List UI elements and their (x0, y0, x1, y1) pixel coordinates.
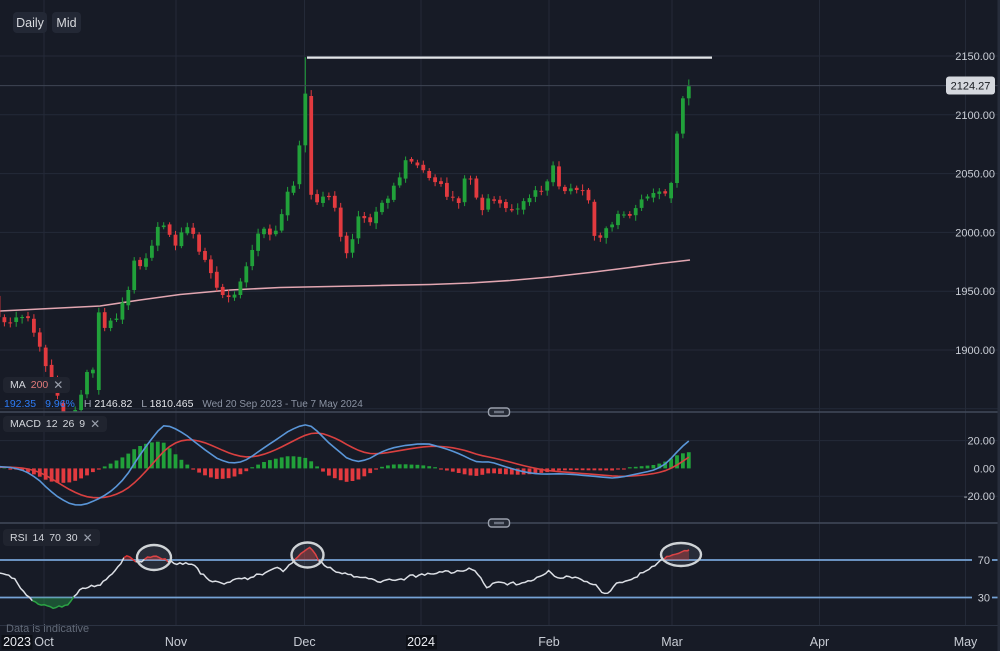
svg-text:30: 30 (978, 593, 990, 605)
svg-text:2050.00: 2050.00 (955, 169, 995, 181)
svg-text:0.00: 0.00 (974, 463, 995, 475)
svg-text:Dec: Dec (293, 635, 315, 649)
svg-text:1900.00: 1900.00 (955, 345, 995, 357)
svg-text:-20.00: -20.00 (964, 491, 995, 503)
svg-text:Apr: Apr (810, 635, 829, 649)
svg-text:1950.00: 1950.00 (955, 286, 995, 298)
svg-text:2150.00: 2150.00 (955, 51, 995, 63)
svg-text:70: 70 (978, 555, 990, 567)
svg-text:20.00: 20.00 (967, 436, 995, 448)
svg-text:Data is indicative: Data is indicative (6, 623, 89, 635)
svg-text:Oct: Oct (34, 635, 54, 649)
svg-text:Feb: Feb (538, 635, 560, 649)
svg-text:2024: 2024 (407, 635, 435, 649)
svg-text:Mar: Mar (661, 635, 683, 649)
svg-text:2023: 2023 (3, 635, 31, 649)
svg-text:May: May (954, 635, 978, 649)
svg-text:Nov: Nov (165, 635, 188, 649)
svg-text:2100.00: 2100.00 (955, 110, 995, 122)
svg-text:2000.00: 2000.00 (955, 227, 995, 239)
svg-text:2124.27: 2124.27 (951, 81, 991, 93)
